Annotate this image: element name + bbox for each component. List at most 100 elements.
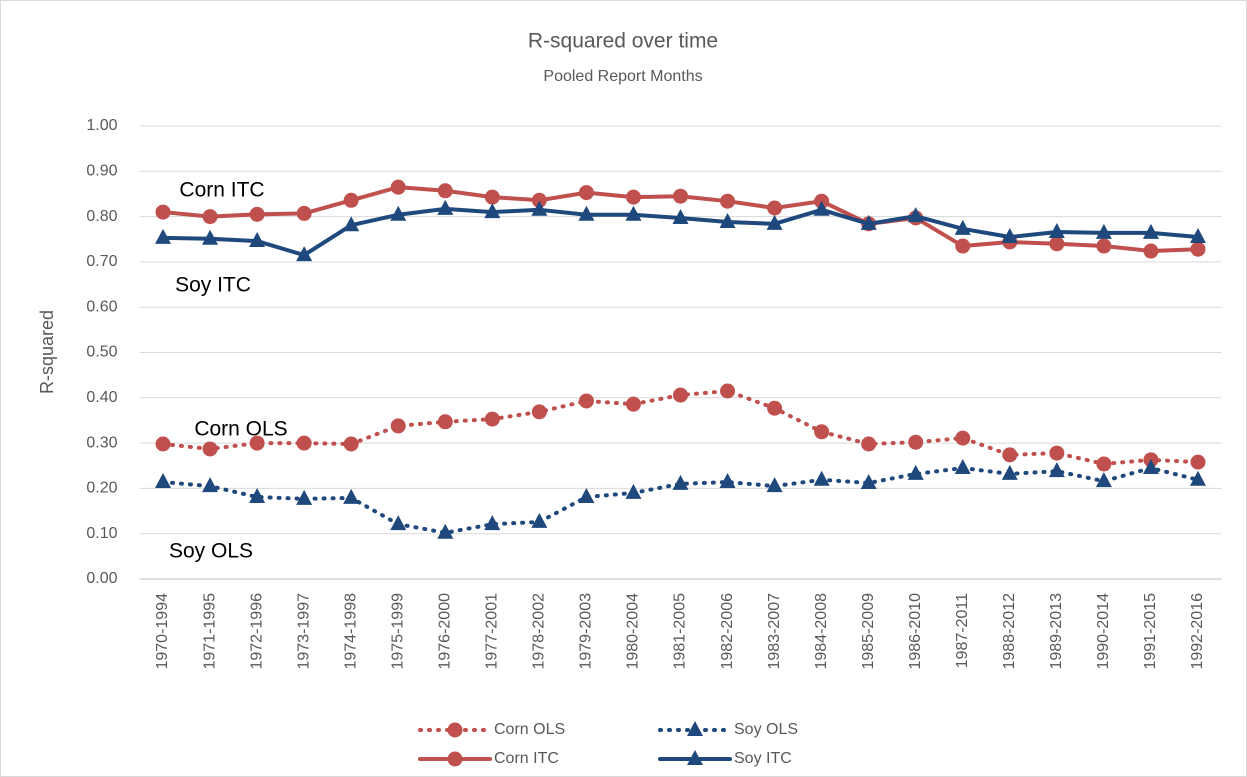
x-tick-label: 1973-1997 xyxy=(295,593,312,670)
data-point xyxy=(1142,223,1159,239)
legend-item: Soy OLS xyxy=(658,721,798,738)
data-point xyxy=(1048,223,1065,239)
y-tick-label: 0.10 xyxy=(86,525,117,542)
series-line xyxy=(161,466,1200,535)
chart-subtitle: Pooled Report Months xyxy=(543,68,702,85)
data-point xyxy=(673,387,688,403)
data-point xyxy=(813,200,830,216)
data-point xyxy=(155,204,171,220)
data-point xyxy=(578,205,595,221)
data-point xyxy=(202,477,219,493)
data-point xyxy=(249,435,265,451)
data-point xyxy=(672,474,689,490)
data-point xyxy=(390,205,407,221)
y-tick-label: 0.90 xyxy=(86,163,117,180)
data-point xyxy=(390,515,407,531)
data-point xyxy=(155,473,172,489)
data-point xyxy=(1001,464,1018,480)
legend-item: Corn ITC xyxy=(418,750,559,767)
data-point xyxy=(1189,470,1206,486)
x-tick-label: 1982-2006 xyxy=(719,593,736,670)
data-point xyxy=(954,219,971,235)
data-point xyxy=(1001,227,1018,243)
data-point xyxy=(390,179,406,195)
data-point xyxy=(390,418,406,434)
data-point xyxy=(673,188,688,204)
data-point xyxy=(437,414,453,430)
data-point xyxy=(296,489,313,505)
x-tick-label: 1981-2005 xyxy=(672,593,689,670)
data-point xyxy=(296,205,312,221)
data-point xyxy=(437,183,453,199)
data-point xyxy=(1096,238,1112,254)
x-tick-label: 1988-2012 xyxy=(1001,593,1018,670)
data-point xyxy=(578,185,594,201)
data-point xyxy=(955,238,971,254)
data-point xyxy=(1049,236,1065,252)
data-point xyxy=(813,470,830,486)
data-point xyxy=(766,477,783,493)
data-point xyxy=(531,200,548,216)
data-point xyxy=(437,523,454,539)
y-axis-label: R-squared xyxy=(37,310,57,394)
data-point xyxy=(954,459,971,475)
legend-marker xyxy=(687,721,703,736)
x-tick-label: 1970-1994 xyxy=(154,593,171,670)
x-tick-label: 1978-2002 xyxy=(531,593,548,670)
data-point xyxy=(1143,243,1159,259)
annotation: Corn OLS xyxy=(194,418,287,441)
data-point xyxy=(343,436,359,452)
data-point xyxy=(437,199,454,215)
data-point xyxy=(531,192,547,208)
legend-marker xyxy=(687,750,703,765)
data-point xyxy=(484,515,501,531)
annotation: Soy ITC xyxy=(175,274,251,297)
y-tick-label: 0.70 xyxy=(86,253,117,270)
data-point xyxy=(1095,223,1112,239)
data-point xyxy=(767,400,783,416)
data-point xyxy=(1190,454,1206,470)
legend-label: Corn OLS xyxy=(494,721,565,738)
data-point xyxy=(155,228,172,244)
x-tick-label: 1986-2010 xyxy=(907,593,924,670)
x-tick-label: 1974-1998 xyxy=(342,593,359,670)
data-point xyxy=(484,203,501,219)
x-tick-label: 1971-1995 xyxy=(201,593,218,670)
data-point xyxy=(1096,456,1112,472)
x-tick-label: 1984-2008 xyxy=(813,593,830,670)
x-tick-label: 1985-2009 xyxy=(860,593,877,670)
data-point xyxy=(202,441,218,457)
legend-marker xyxy=(447,751,463,767)
x-tick-label: 1980-2004 xyxy=(625,593,642,670)
x-tick-label: 1977-2001 xyxy=(484,593,501,670)
y-tick-label: 0.30 xyxy=(86,434,117,451)
data-point xyxy=(719,213,736,229)
y-tick-label: 0.00 xyxy=(86,570,117,587)
data-point xyxy=(578,393,594,409)
data-point xyxy=(531,512,548,528)
data-point xyxy=(908,434,924,450)
data-point xyxy=(625,483,642,499)
legend-item: Corn OLS xyxy=(418,721,565,738)
data-point xyxy=(531,404,547,420)
x-tick-label: 1976-2000 xyxy=(437,593,454,670)
legend-item: Soy ITC xyxy=(658,750,792,767)
data-point xyxy=(955,430,971,446)
y-tick-label: 0.40 xyxy=(86,389,117,406)
data-point xyxy=(202,229,219,245)
legend-label: Soy OLS xyxy=(734,721,798,738)
data-point xyxy=(343,216,360,232)
data-point xyxy=(719,473,736,489)
data-point xyxy=(720,383,736,399)
annotation: Soy OLS xyxy=(169,540,253,563)
data-point xyxy=(249,488,266,504)
data-point xyxy=(766,214,783,230)
x-tick-label: 1983-2007 xyxy=(766,593,783,670)
x-tick-label: 1987-2011 xyxy=(954,593,971,668)
data-point xyxy=(907,464,924,480)
x-tick-label: 1972-1996 xyxy=(248,593,265,670)
y-tick-label: 1.00 xyxy=(86,117,117,134)
